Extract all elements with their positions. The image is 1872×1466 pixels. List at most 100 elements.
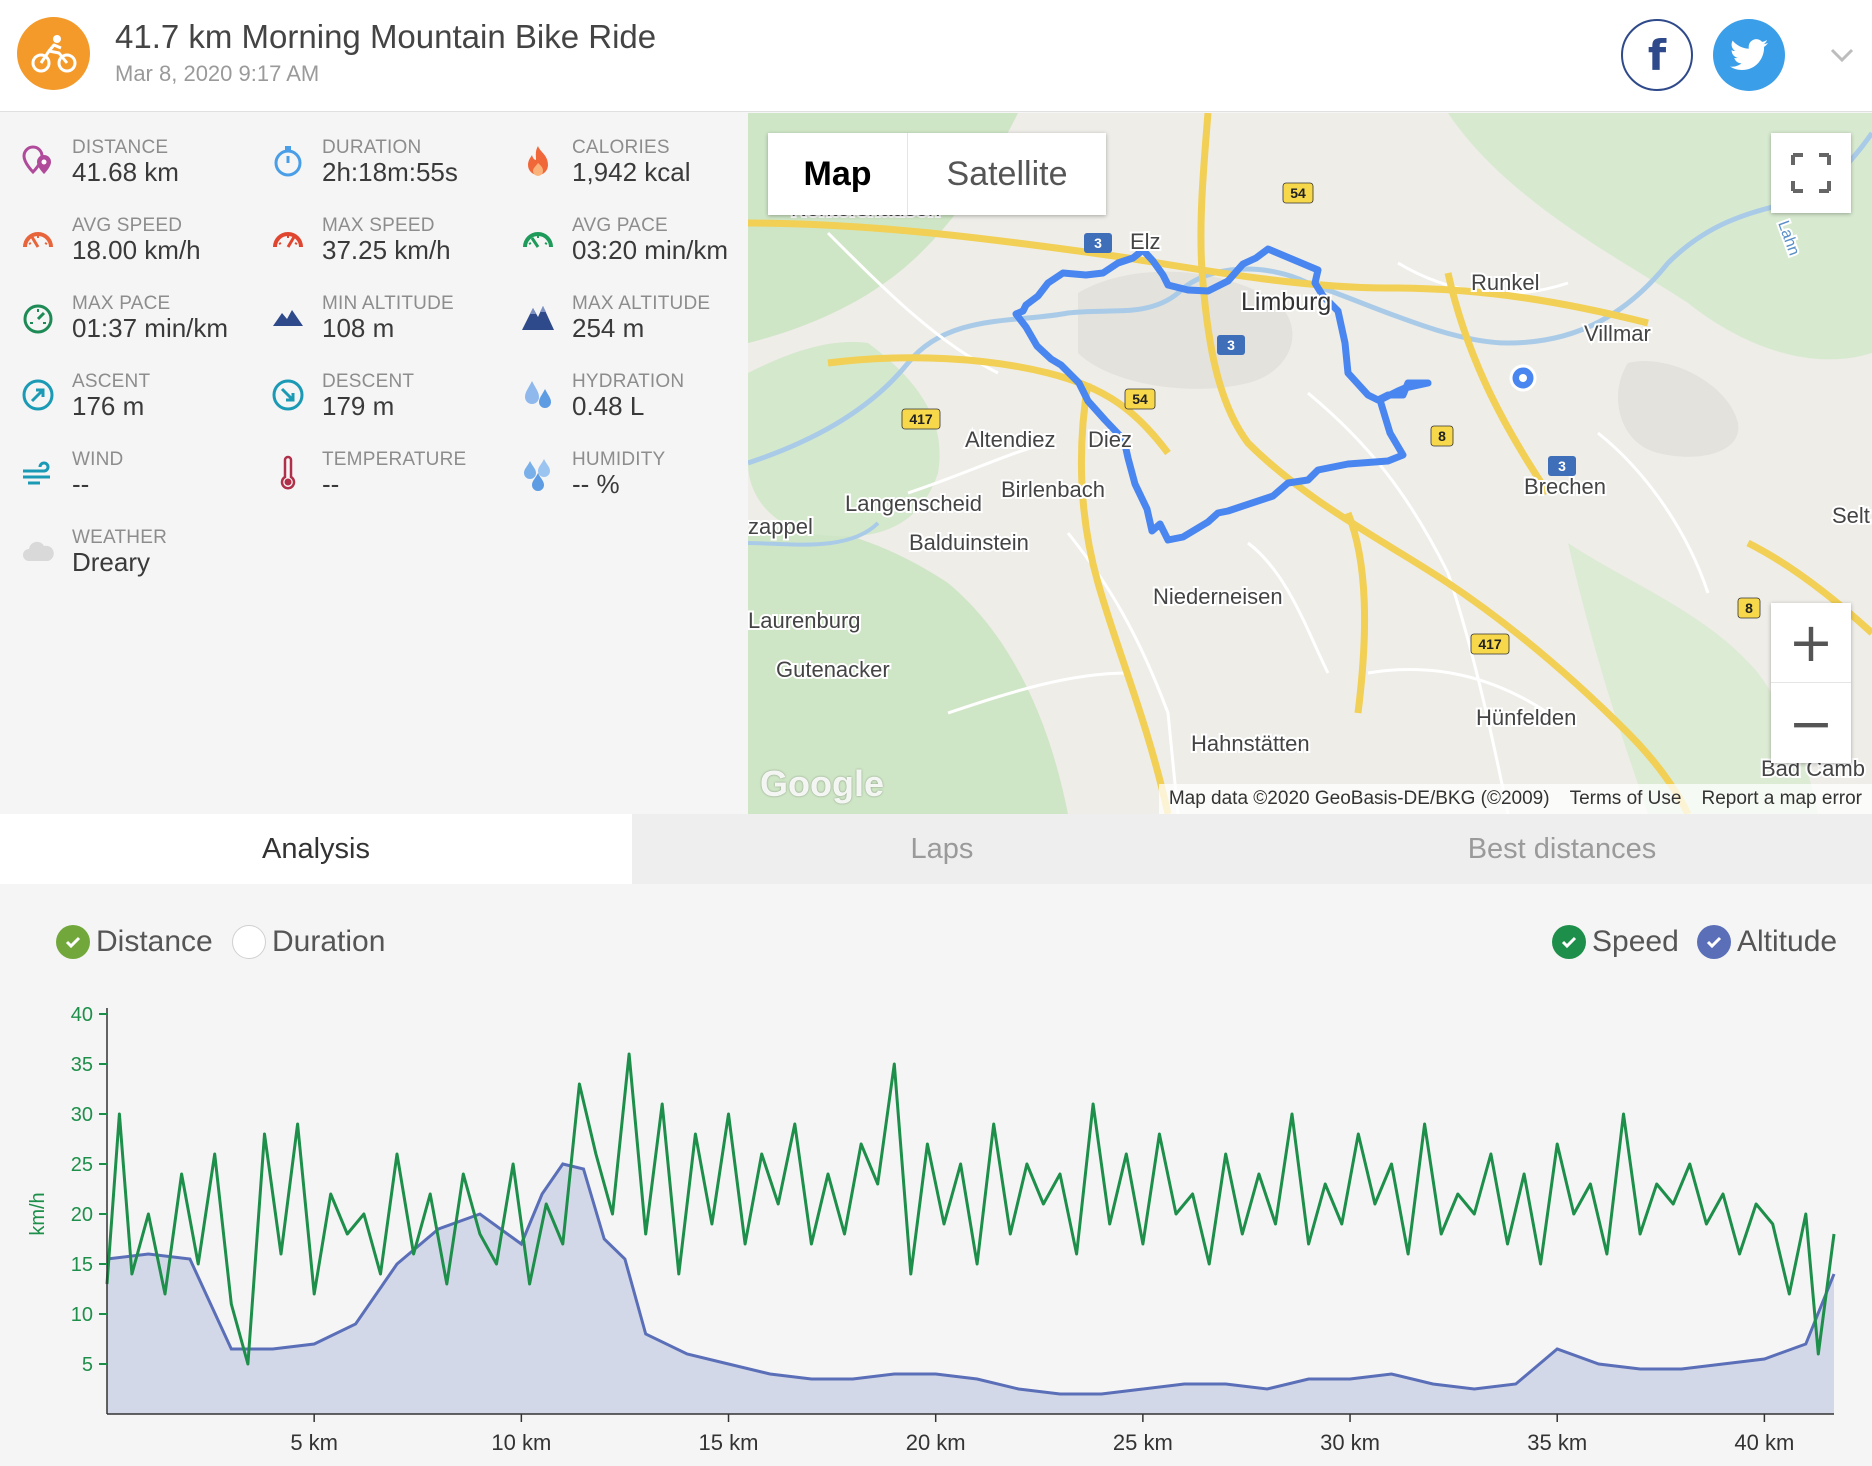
x-tick-label: 20 km [906,1430,966,1455]
terms-of-use-link[interactable]: Terms of Use [1569,788,1682,809]
y-tick-label: 15 [71,1254,93,1276]
road-shield-417: 417 [909,411,933,427]
wind-icon [23,461,50,485]
flame-icon [528,146,548,176]
stat-label: MAX PACE [72,293,171,314]
map-view-button[interactable]: Map [768,133,908,215]
stat-min-altitude: MIN ALTITUDE 108 m [270,291,520,351]
map-data-credit: Map data ©2020 GeoBasis-DE/BKG (©2009) [1168,788,1550,809]
activity-title: 41.7 km Morning Mountain Bike Ride [115,18,657,55]
place-label: Diez [1088,427,1132,452]
route-path[interactable] [1012,245,1432,544]
place-label: Balduinstein [909,530,1029,555]
twitter-share-button[interactable] [1713,19,1785,91]
satellite-view-button[interactable]: Satellite [946,154,1068,193]
stat-value: 108 m [322,313,395,343]
forest-area [1568,543,1818,814]
tab-laps[interactable]: Laps [632,814,1252,884]
stat-value: 1,942 kcal [572,157,691,187]
stat-value: 0.48 L [572,391,645,421]
chevron-down-icon[interactable] [1825,38,1859,72]
facebook-icon: f [1647,30,1667,80]
stat-label: MIN ALTITUDE [322,293,454,314]
place-label: zappel [748,514,813,539]
stat-value: 176 m [72,391,145,421]
map-type-toggle: Map Satellite [768,133,1106,215]
option-altitude[interactable]: Altitude [1697,924,1837,960]
place-label: Selt [1832,503,1870,528]
road-shield-3: 3 [1558,458,1566,474]
check-icon [56,925,90,959]
x-tick-label: 25 km [1113,1430,1173,1455]
zoom-out-button[interactable]: − [1788,691,1834,755]
option-speed[interactable]: Speed [1552,924,1679,960]
stat-value: 254 m [572,313,645,343]
mountain-icon [522,306,554,330]
speed-altitude-chart[interactable]: 5 10 15 20 25 30 35 40 km/h 5 km 10 km 15 km 20 km 25… [0,884,1872,1466]
tab-best-distances[interactable]: Best distances [1252,814,1872,884]
ascent-icon [22,379,54,411]
forest-area [748,342,940,537]
start-marker-icon[interactable] [1509,364,1537,392]
route-map[interactable]: 3 3 3 3 54 54 8 8 417 417 Nentershausen … [748,113,1872,814]
stat-label: AVG SPEED [72,215,183,236]
stat-value: 37.25 km/h [322,235,451,265]
forest-area [748,526,1068,814]
radio-empty-icon [232,925,266,959]
x-tick-label: 15 km [699,1430,759,1455]
stat-value: 18.00 km/h [72,235,201,265]
humidity-drops-icon [524,459,550,491]
fullscreen-icon [1791,153,1831,193]
stat-value: 179 m [322,391,395,421]
place-label: Altendiez [965,427,1056,452]
stat-max-pace: MAX PACE 01:37 min/km [20,291,270,351]
place-label: Runkel [1471,270,1539,295]
descent-icon [272,379,304,411]
y-tick-label: 20 [71,1204,93,1226]
zoom-in-button[interactable]: + [1771,603,1851,683]
stats-panel: DISTANCE 41.68 km DURATION 2h:18m:55s CA… [0,113,748,814]
y-tick-label: 35 [71,1054,93,1076]
road-shield-54: 54 [1132,391,1148,407]
place-label: Gutenacker [776,657,890,682]
stat-value: 03:20 min/km [572,235,729,265]
pace-gauge-icon [523,232,553,248]
speed-line [105,1052,1836,1366]
stat-calories: CALORIES 1,942 kcal [520,135,770,195]
check-icon [1552,925,1586,959]
x-tick-label: 10 km [491,1430,551,1455]
check-icon [1697,925,1731,959]
road-shield-8: 8 [1438,428,1446,444]
zoom-controls: + − [1771,603,1851,763]
stat-value: 01:37 min/km [72,313,229,343]
x-tick-label: 5 km [290,1430,338,1455]
tab-analysis[interactable]: Analysis [0,814,632,884]
option-duration[interactable]: Duration [232,924,385,960]
stat-avg-speed: AVG SPEED 18.00 km/h [20,213,270,273]
report-map-error-link[interactable]: Report a map error [1701,788,1862,809]
place-label: Niederneisen [1153,584,1283,609]
road-shield-417: 417 [1478,636,1502,652]
place-label: Villmar [1584,321,1651,346]
bicycle-icon [17,17,90,90]
analysis-tabs: Analysis Laps Best distances [0,814,1872,884]
x-tick-label: 30 km [1320,1430,1380,1455]
highways [748,113,1872,814]
urban-area [1618,361,1739,457]
stat-value: -- [322,469,340,499]
place-label: Laurenburg [748,608,861,633]
place-label: Langenscheid [845,491,982,516]
stat-value: 2h:18m:55s [322,157,458,187]
analysis-panel: Distance Duration Speed Altitude 5 10 15 20… [0,884,1872,1466]
y-tick-label: 10 [71,1304,93,1326]
stat-avg-pace: AVG PACE 03:20 min/km [520,213,770,273]
stat-hydration: HYDRATION 0.48 L [520,369,770,429]
option-distance[interactable]: Distance [56,924,213,960]
y-tick-label: 30 [71,1104,93,1126]
fullscreen-button[interactable] [1771,133,1851,213]
facebook-share-button[interactable]: f [1621,19,1693,91]
google-logo: Google [760,763,884,804]
place-label: Brechen [1524,474,1606,499]
road-shield-54: 54 [1290,185,1306,201]
stat-label: HUMIDITY [572,449,666,470]
